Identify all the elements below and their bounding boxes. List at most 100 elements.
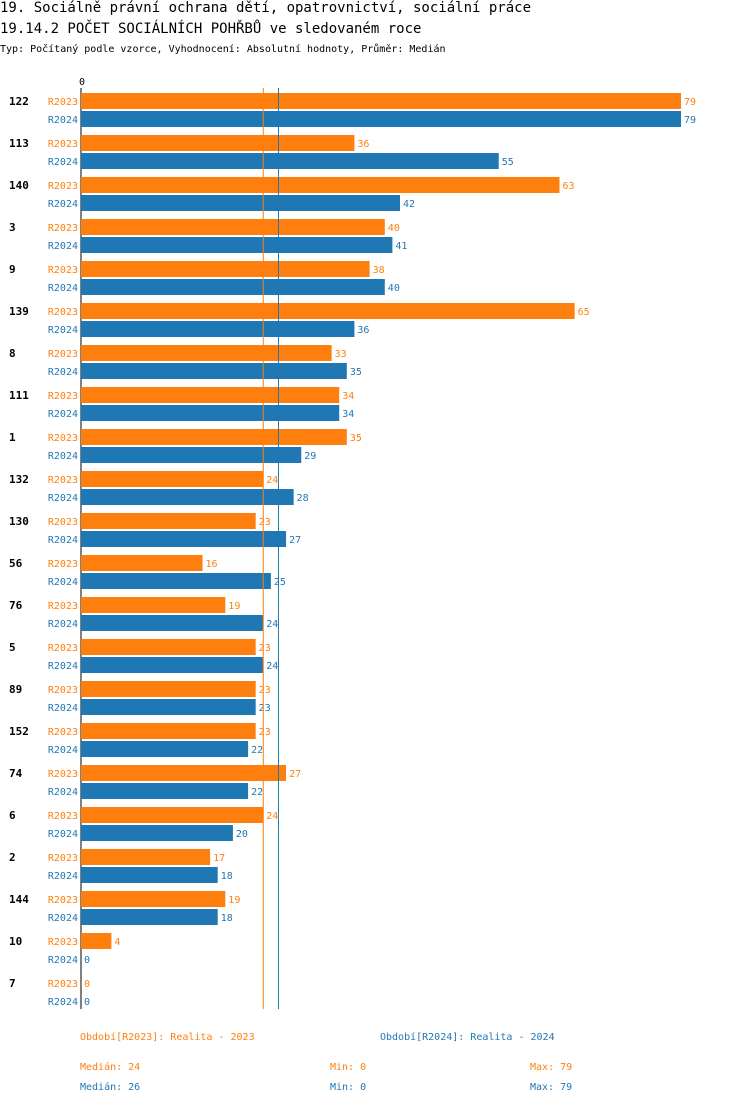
max-r2024: Max: 79 [530, 1082, 573, 1093]
chart-subtitle: Typ: Počítaný podle vzorce, Vyhodnocení:… [0, 44, 446, 55]
bar-r2023 [81, 135, 355, 151]
bar-r2024 [81, 195, 400, 211]
bar-r2024 [81, 909, 218, 925]
bar-r2024 [81, 279, 385, 295]
bar-r2023 [81, 891, 226, 907]
value-label: 55 [502, 157, 514, 168]
series-label: R2024 [48, 157, 78, 168]
bar-r2023 [81, 555, 203, 571]
series-label: R2023 [48, 223, 78, 234]
series-label: R2024 [48, 577, 78, 588]
series-label: R2023 [48, 811, 78, 822]
bar-r2024 [81, 825, 233, 841]
category-label: 111 [9, 389, 29, 402]
value-label: 79 [684, 115, 696, 126]
series-label: R2024 [48, 493, 78, 504]
series-label: R2023 [48, 349, 78, 360]
value-label: 63 [562, 181, 574, 192]
value-label: 23 [259, 517, 271, 528]
category-label: 7 [9, 977, 16, 990]
series-label: R2023 [48, 853, 78, 864]
series-label: R2023 [48, 895, 78, 906]
category-label: 74 [9, 767, 23, 780]
category-label: 9 [9, 263, 16, 276]
value-label: 33 [335, 349, 347, 360]
median-r2024: Medián: 26 [80, 1082, 141, 1093]
series-label: R2023 [48, 643, 78, 654]
bar-r2023 [81, 93, 681, 109]
value-label: 40 [388, 283, 400, 294]
min-r2023: Min: 0 [330, 1062, 367, 1073]
bar-r2023 [81, 429, 347, 445]
series-label: R2024 [48, 955, 78, 966]
median-r2023: Medián: 24 [80, 1062, 141, 1073]
series-label: R2024 [48, 661, 78, 672]
series-label: R2024 [48, 619, 78, 630]
bar-r2024 [81, 237, 393, 253]
category-label: 6 [9, 809, 16, 822]
value-label: 79 [684, 97, 696, 108]
value-label: 35 [350, 433, 362, 444]
value-label: 0 [84, 979, 90, 990]
bar-r2023 [81, 639, 256, 655]
value-label: 24 [266, 811, 278, 822]
category-label: 122 [9, 95, 29, 108]
series-label: R2024 [48, 745, 78, 756]
value-label: 19 [228, 895, 240, 906]
value-label: 65 [578, 307, 590, 318]
series-label: R2023 [48, 685, 78, 696]
category-label: 2 [9, 851, 16, 864]
series-label: R2023 [48, 307, 78, 318]
series-label: R2024 [48, 829, 78, 840]
value-label: 34 [342, 409, 354, 420]
series-label: R2023 [48, 517, 78, 528]
value-label: 0 [84, 955, 90, 966]
chart-title: 19.14.2 POČET SOCIÁLNÍCH POHŘBŮ ve sledo… [0, 21, 422, 37]
value-label: 34 [342, 391, 354, 402]
category-label: 113 [9, 137, 29, 150]
axis-zero-label: 0 [79, 77, 85, 88]
value-label: 18 [221, 913, 233, 924]
bar-r2023 [81, 471, 264, 487]
value-label: 18 [221, 871, 233, 882]
bar-r2023 [81, 177, 560, 193]
series-label: R2023 [48, 979, 78, 990]
bar-r2024 [81, 447, 302, 463]
bar-r2023 [81, 723, 256, 739]
legend-r2023: Období[R2023]: Realita - 2023 [80, 1032, 255, 1043]
value-label: 22 [251, 745, 263, 756]
value-label: 27 [289, 535, 301, 546]
value-label: 17 [213, 853, 225, 864]
series-label: R2024 [48, 367, 78, 378]
value-label: 16 [206, 559, 218, 570]
value-label: 42 [403, 199, 415, 210]
bar-r2024 [81, 489, 294, 505]
value-label: 19 [228, 601, 240, 612]
series-label: R2024 [48, 451, 78, 462]
bar-r2023 [81, 807, 264, 823]
bar-r2024 [81, 153, 499, 169]
series-label: R2023 [48, 433, 78, 444]
category-label: 140 [9, 179, 29, 192]
value-label: 20 [236, 829, 248, 840]
category-label: 130 [9, 515, 29, 528]
value-label: 25 [274, 577, 286, 588]
legend-r2024: Období[R2024]: Realita - 2024 [380, 1032, 555, 1043]
bar-r2023 [81, 261, 370, 277]
series-label: R2024 [48, 115, 78, 126]
value-label: 24 [266, 475, 278, 486]
bar-r2023 [81, 303, 575, 319]
series-label: R2024 [48, 241, 78, 252]
category-label: 132 [9, 473, 29, 486]
chart-section-title: 19. Sociálně právní ochrana dětí, opatro… [0, 0, 532, 16]
category-label: 5 [9, 641, 16, 654]
bar-r2023 [81, 765, 287, 781]
value-label: 23 [259, 703, 271, 714]
value-label: 41 [395, 241, 407, 252]
bar-r2023 [81, 345, 332, 361]
bar-r2023 [81, 849, 211, 865]
series-label: R2023 [48, 391, 78, 402]
value-label: 28 [297, 493, 309, 504]
bar-r2024 [81, 783, 249, 799]
